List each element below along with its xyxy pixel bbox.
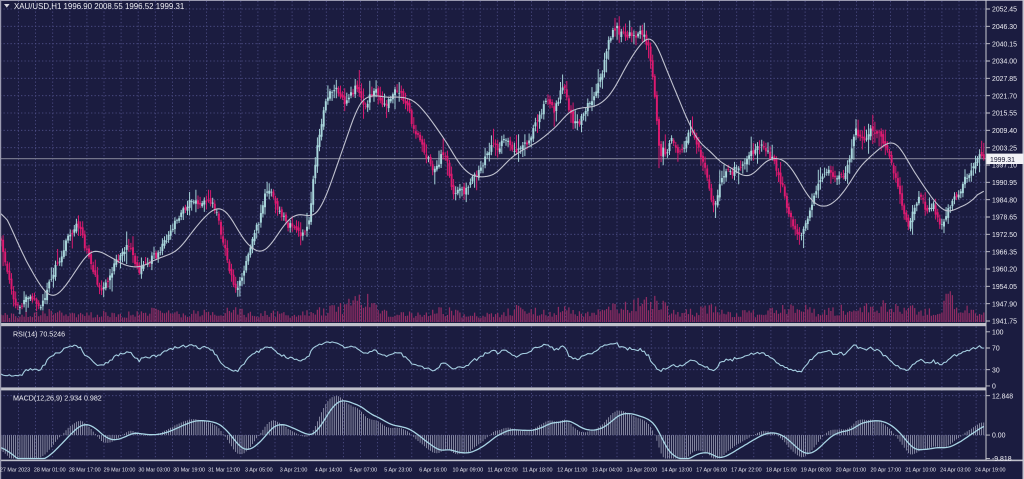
svg-text:28 Mar 01:00: 28 Mar 01:00 bbox=[34, 468, 66, 474]
svg-text:10 Apr 09:00: 10 Apr 09:00 bbox=[453, 468, 484, 474]
svg-text:1972.50: 1972.50 bbox=[992, 232, 1017, 239]
svg-text:2015.55: 2015.55 bbox=[992, 111, 1017, 118]
svg-text:1954.05: 1954.05 bbox=[992, 284, 1017, 291]
svg-text:13 Apr 04:00: 13 Apr 04:00 bbox=[592, 468, 623, 474]
svg-text:0: 0 bbox=[992, 384, 996, 391]
svg-text:17 Apr 22:00: 17 Apr 22:00 bbox=[731, 468, 762, 474]
svg-text:11 Apr 02:00: 11 Apr 02:00 bbox=[488, 468, 518, 474]
svg-text:1941.75: 1941.75 bbox=[992, 319, 1017, 326]
svg-text:27 Mar 2023: 27 Mar 2023 bbox=[0, 468, 30, 474]
svg-text:5 Apr 23:00: 5 Apr 23:00 bbox=[384, 468, 412, 474]
svg-text:30 Mar 03:00: 30 Mar 03:00 bbox=[138, 468, 170, 474]
svg-text:1966.35: 1966.35 bbox=[992, 249, 1017, 256]
svg-text:2052.45: 2052.45 bbox=[992, 7, 1017, 14]
svg-text:MACD(12,26,9) 2.934 0.982: MACD(12,26,9) 2.934 0.982 bbox=[13, 395, 102, 403]
svg-text:1960.20: 1960.20 bbox=[992, 267, 1017, 274]
svg-text:11 Apr 18:00: 11 Apr 18:00 bbox=[522, 468, 552, 474]
svg-text:21 Apr 10:00: 21 Apr 10:00 bbox=[905, 468, 936, 474]
svg-text:70: 70 bbox=[992, 346, 1000, 353]
svg-text:1990.95: 1990.95 bbox=[992, 180, 1017, 187]
svg-text:20 Apr 17:00: 20 Apr 17:00 bbox=[871, 468, 902, 474]
svg-text:18 Apr 15:00: 18 Apr 15:00 bbox=[766, 468, 797, 474]
svg-text:1947.90: 1947.90 bbox=[992, 301, 1017, 308]
svg-text:24 Apr 03:00: 24 Apr 03:00 bbox=[940, 468, 971, 474]
svg-text:13 Apr 20:00: 13 Apr 20:00 bbox=[627, 468, 658, 474]
svg-text:5 Apr 07:00: 5 Apr 07:00 bbox=[350, 468, 378, 474]
svg-text:30: 30 bbox=[992, 367, 1000, 374]
svg-text:1997.10: 1997.10 bbox=[992, 163, 1017, 170]
svg-text:1984.80: 1984.80 bbox=[992, 197, 1017, 204]
svg-text:2021.70: 2021.70 bbox=[992, 93, 1017, 100]
svg-text:2034.00: 2034.00 bbox=[992, 59, 1017, 66]
svg-text:12 Apr 11:00: 12 Apr 11:00 bbox=[557, 468, 587, 474]
svg-text:2027.85: 2027.85 bbox=[992, 76, 1017, 83]
svg-text:6 Apr 16:00: 6 Apr 16:00 bbox=[419, 468, 447, 474]
svg-text:2009.40: 2009.40 bbox=[992, 128, 1017, 135]
svg-text:17 Apr 06:00: 17 Apr 06:00 bbox=[696, 468, 727, 474]
svg-text:30 Mar 19:00: 30 Mar 19:00 bbox=[173, 468, 205, 474]
svg-text:28 Mar 17:00: 28 Mar 17:00 bbox=[69, 468, 101, 474]
svg-text:-9.818: -9.818 bbox=[992, 456, 1012, 463]
svg-text:2046.30: 2046.30 bbox=[992, 24, 1017, 31]
svg-text:2040.15: 2040.15 bbox=[992, 41, 1017, 48]
svg-text:20 Apr 01:00: 20 Apr 01:00 bbox=[836, 468, 867, 474]
svg-text:3 Apr 21:00: 3 Apr 21:00 bbox=[280, 468, 308, 474]
svg-text:XAU/USD,H1 1996.90 2008.55 199: XAU/USD,H1 1996.90 2008.55 1996.52 1999.… bbox=[14, 2, 184, 11]
svg-text:29 Mar 10:00: 29 Mar 10:00 bbox=[104, 468, 136, 474]
svg-text:19 Apr 08:00: 19 Apr 08:00 bbox=[801, 468, 832, 474]
svg-text:1978.65: 1978.65 bbox=[992, 215, 1017, 222]
svg-text:14 Apr 13:00: 14 Apr 13:00 bbox=[662, 468, 693, 474]
svg-text:1999.31: 1999.31 bbox=[990, 157, 1015, 164]
svg-text:12.848: 12.848 bbox=[992, 393, 1013, 400]
svg-text:100: 100 bbox=[992, 329, 1004, 336]
svg-text:2003.25: 2003.25 bbox=[992, 145, 1017, 152]
svg-text:31 Mar 12:00: 31 Mar 12:00 bbox=[208, 468, 240, 474]
svg-text:4 Apr 14:00: 4 Apr 14:00 bbox=[315, 468, 343, 474]
svg-text:0.00: 0.00 bbox=[992, 433, 1006, 440]
svg-text:3 Apr 05:00: 3 Apr 05:00 bbox=[245, 468, 273, 474]
svg-text:24 Apr 19:00: 24 Apr 19:00 bbox=[975, 468, 1006, 474]
svg-text:RSI(14) 70.5246: RSI(14) 70.5246 bbox=[13, 331, 65, 339]
